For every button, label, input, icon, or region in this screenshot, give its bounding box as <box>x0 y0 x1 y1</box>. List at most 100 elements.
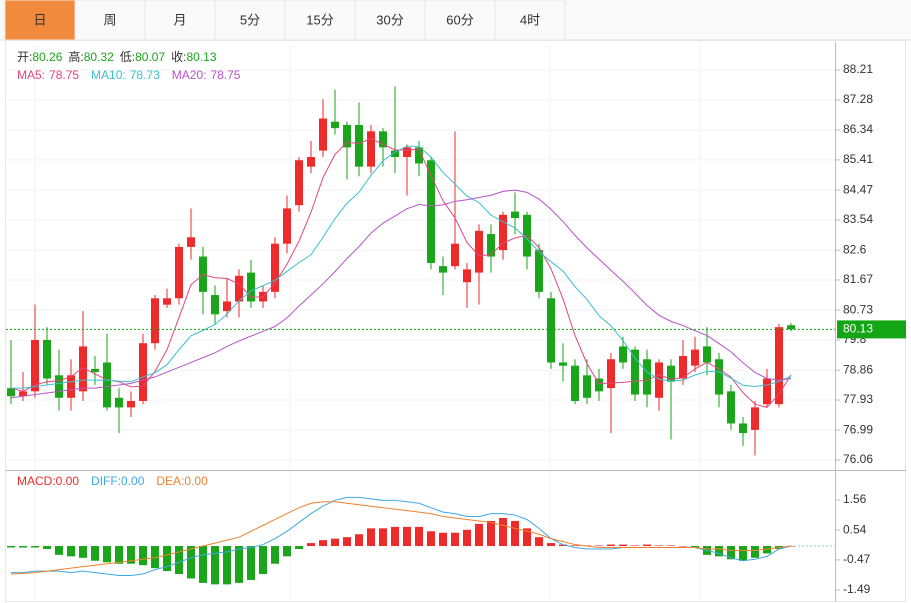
macd-bar <box>475 523 483 547</box>
tab-label[interactable]: 月 <box>173 12 186 27</box>
candle-body <box>451 243 459 267</box>
ohlc-label: 高: <box>68 49 83 64</box>
tab-label[interactable]: 30分 <box>376 12 403 27</box>
last-price-box <box>837 320 906 339</box>
macd-legend-value: 0.00 <box>56 474 80 488</box>
macd-bar <box>379 528 387 547</box>
candle-body <box>91 368 99 373</box>
candle-body <box>79 346 87 392</box>
y-tick-label: 82.6 <box>843 242 867 256</box>
candle-body <box>295 160 303 206</box>
candle-body <box>235 275 243 302</box>
macd-bar <box>115 546 123 564</box>
candle-body <box>775 327 783 405</box>
macd-bar <box>499 518 507 547</box>
candle-body <box>763 378 771 405</box>
macd-bar <box>487 520 495 547</box>
y-tick-label: 83.54 <box>843 212 873 226</box>
candle-body <box>151 298 159 344</box>
macd-bar <box>547 543 555 547</box>
candle-body <box>619 346 627 363</box>
tab-label[interactable]: 60分 <box>446 12 473 27</box>
candle-body <box>715 359 723 395</box>
candle-body <box>607 359 615 389</box>
macd-bar <box>139 546 147 566</box>
candle-body <box>547 298 555 363</box>
candle-body <box>115 397 123 408</box>
ma-legend-name: MA5: <box>17 68 45 82</box>
candle-body <box>631 349 639 395</box>
y-tick-label: 78.86 <box>843 362 873 376</box>
candle-body <box>139 343 147 401</box>
candle-body <box>319 118 327 151</box>
ma-legend-name: MA20: <box>172 68 207 82</box>
tab[interactable] <box>214 0 286 41</box>
candle-body <box>343 124 351 148</box>
macd-bar <box>391 526 399 547</box>
tab-label[interactable]: 日 <box>33 12 46 27</box>
macd-bar <box>235 546 243 583</box>
y-tick-label: 77.93 <box>843 392 873 406</box>
macd-bar <box>715 546 723 557</box>
macd-bar <box>559 544 567 547</box>
ohlc-value: 80.07 <box>135 50 165 64</box>
macd-bar <box>619 544 627 547</box>
macd-bar <box>43 546 51 549</box>
macd-bar <box>331 538 339 547</box>
macd-bar <box>247 546 255 580</box>
macd-bar <box>655 545 663 547</box>
tab-label[interactable]: 4时 <box>520 12 540 27</box>
ma-line <box>11 145 792 389</box>
y-tick-label: 87.28 <box>843 92 873 106</box>
ma-legend-value: 78.75 <box>49 68 79 82</box>
candle-body <box>163 298 171 305</box>
candle-body <box>643 359 651 395</box>
candle-body <box>727 391 735 424</box>
macd-bar <box>151 546 159 569</box>
last-price-label: 80.13 <box>843 322 873 336</box>
y-tick-label: 88.21 <box>843 62 873 76</box>
y-tick-label: -1.49 <box>843 582 871 596</box>
macd-bar <box>55 546 63 555</box>
tab-label[interactable]: 5分 <box>240 12 260 27</box>
tab[interactable] <box>424 0 496 41</box>
macd-bar <box>367 528 375 547</box>
candle-body <box>559 362 567 366</box>
macd-bar <box>595 545 603 547</box>
candle-body <box>667 365 675 382</box>
y-tick-label: 76.99 <box>843 422 873 436</box>
candle-body <box>223 301 231 312</box>
ma-line <box>10 137 792 408</box>
macd-bar <box>259 546 267 575</box>
ma-legend-name: MA10: <box>91 68 126 82</box>
macd-bar <box>451 532 459 547</box>
macd-bar <box>19 546 27 548</box>
ohlc-value: 80.13 <box>186 50 216 64</box>
macd-legend-value: 0.00 <box>121 474 145 488</box>
y-tick-label: 86.34 <box>843 122 873 136</box>
macd-legend-name: MACD: <box>17 474 56 488</box>
macd-bar <box>643 544 651 547</box>
ma-legend-value: 78.73 <box>130 68 160 82</box>
macd-bar <box>187 546 195 579</box>
macd-bar <box>163 546 171 572</box>
candle-body <box>439 266 447 273</box>
tab-label[interactable]: 15分 <box>306 12 333 27</box>
macd-legend-name: DEA: <box>156 474 184 488</box>
macd-bar <box>199 546 207 583</box>
candle-body <box>391 150 399 158</box>
y-tick-label: -0.47 <box>843 552 871 566</box>
candle-body <box>499 214 507 251</box>
macd-bar <box>511 520 519 547</box>
candle-body <box>127 400 135 408</box>
candle-body <box>331 121 339 129</box>
ohlc-label: 开: <box>17 50 32 64</box>
ohlc-value: 80.32 <box>84 50 114 64</box>
tab[interactable] <box>494 0 566 41</box>
ma-legend-value: 78.75 <box>210 68 240 82</box>
macd-bar <box>7 546 15 548</box>
ohlc-value: 80.26 <box>32 50 62 64</box>
macd-bar <box>91 546 99 561</box>
tab-label[interactable]: 周 <box>103 12 116 27</box>
candle-body <box>31 339 39 392</box>
